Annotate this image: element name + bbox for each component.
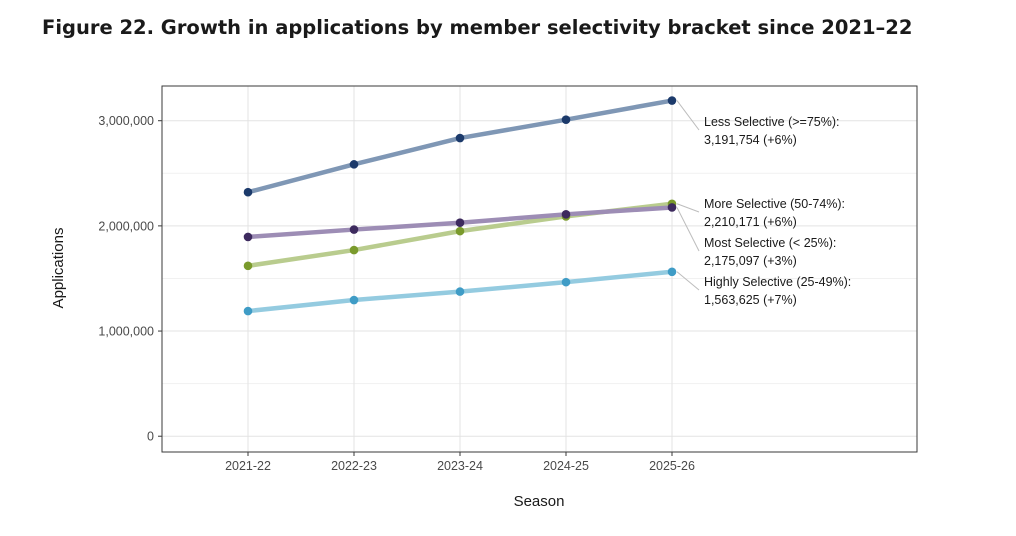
series-value-label: 2,175,097 (+3%) xyxy=(704,254,797,268)
series-label: Highly Selective (25-49%): xyxy=(704,275,851,289)
data-point xyxy=(561,115,571,124)
y-tick-label: 1,000,000 xyxy=(98,325,154,339)
plot-border xyxy=(161,85,918,453)
series-points xyxy=(243,96,677,316)
plot-background xyxy=(162,86,917,452)
major-gridlines xyxy=(162,86,917,452)
data-point xyxy=(667,96,677,105)
data-point xyxy=(349,225,359,234)
data-point xyxy=(561,277,571,287)
series-value-label: 3,191,754 (+6%) xyxy=(704,133,797,147)
data-point xyxy=(455,226,465,236)
leader-line xyxy=(676,100,700,131)
x-tick-label: 2024-25 xyxy=(543,459,589,473)
x-tick-label: 2021-22 xyxy=(225,459,271,473)
series-label: Most Selective (< 25%): xyxy=(704,236,836,250)
data-point xyxy=(243,187,253,197)
series-value-label: 1,563,625 (+7%) xyxy=(704,293,797,307)
leader-line xyxy=(676,271,700,291)
data-point xyxy=(455,287,465,296)
series-label: More Selective (50-74%): xyxy=(704,197,845,211)
x-tick-label: 2025-26 xyxy=(649,459,695,473)
data-point xyxy=(243,232,253,242)
series-label: Less Selective (>=75%): xyxy=(704,115,840,129)
x-axis-title: Season xyxy=(514,493,565,510)
data-point xyxy=(455,133,465,143)
series-annotations: Less Selective (>=75%): 3,191,754 (+6%) Mo… xyxy=(704,115,851,307)
minor-gridlines xyxy=(162,172,917,385)
data-point xyxy=(667,203,677,212)
data-point xyxy=(349,160,359,169)
x-axis: 2021-22 2022-23 2023-24 2024-25 2025-26 xyxy=(225,452,695,473)
data-point xyxy=(349,295,359,305)
y-axis: 0 1,000,000 2,000,000 3,000,000 xyxy=(98,114,162,444)
data-point xyxy=(667,267,677,277)
y-tick-label: 0 xyxy=(147,430,154,444)
data-point xyxy=(243,306,253,316)
data-point xyxy=(243,261,253,271)
series-value-label: 2,210,171 (+6%) xyxy=(704,215,797,229)
leader-line xyxy=(676,203,700,213)
data-point xyxy=(561,210,571,219)
data-point xyxy=(455,218,465,228)
data-point xyxy=(349,245,359,255)
y-tick-label: 3,000,000 xyxy=(98,114,154,128)
x-tick-label: 2022-23 xyxy=(331,459,377,473)
y-axis-title: Applications xyxy=(50,228,67,309)
figure-title: Figure 22. Growth in applications by mem… xyxy=(42,16,913,39)
y-tick-label: 2,000,000 xyxy=(98,219,154,233)
leader-line xyxy=(676,207,700,252)
x-tick-label: 2023-24 xyxy=(437,459,483,473)
label-leader-lines xyxy=(676,100,700,291)
